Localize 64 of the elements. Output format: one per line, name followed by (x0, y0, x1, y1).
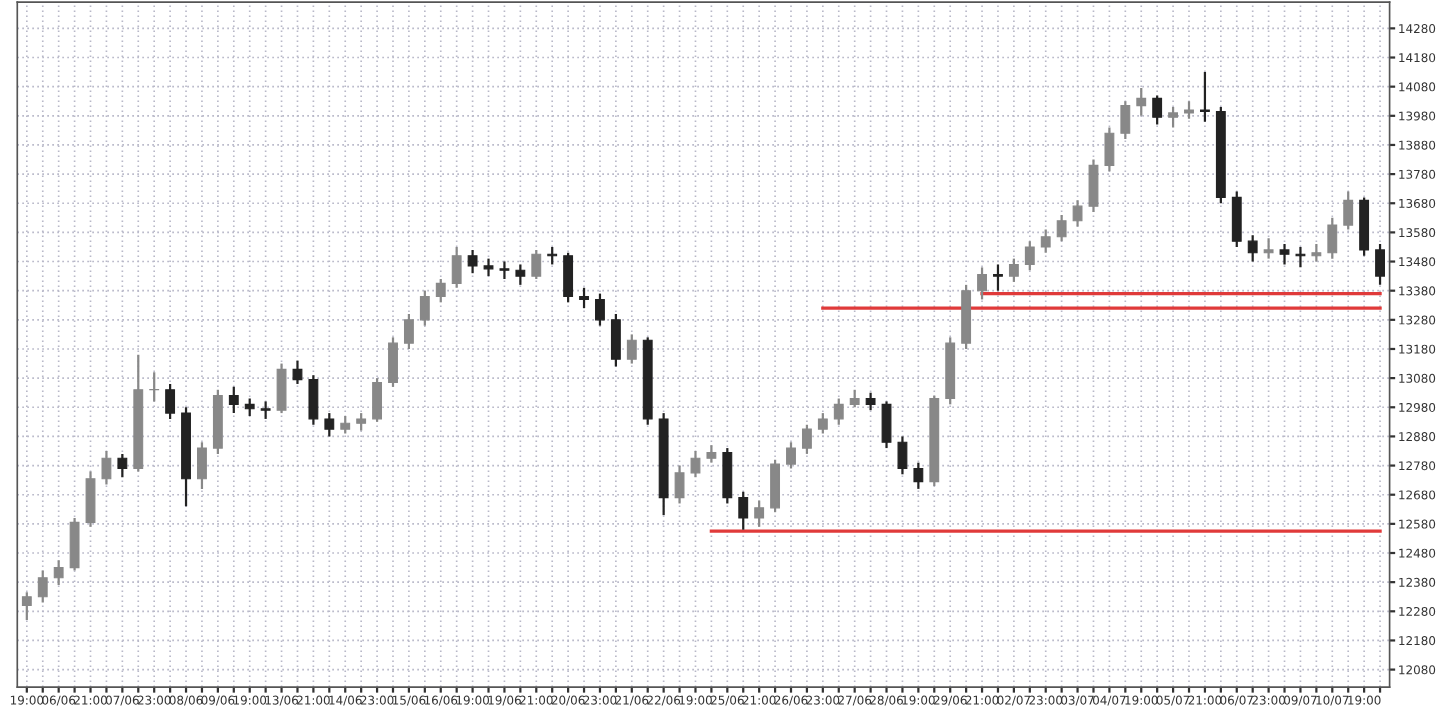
candlestick (1327, 216, 1338, 260)
candlestick (531, 248, 542, 281)
candlestick (372, 377, 383, 423)
candlestick (37, 569, 48, 604)
candlestick (1088, 158, 1099, 214)
candlestick (276, 362, 287, 415)
candlestick (1056, 213, 1067, 243)
candlestick (53, 559, 64, 587)
candlestick (579, 286, 589, 310)
candlestick (786, 441, 796, 470)
candlestick (69, 516, 80, 572)
candlestick (1024, 240, 1035, 272)
candlestick (1231, 190, 1242, 249)
candlestick (881, 400, 892, 450)
candlestick (1040, 228, 1051, 254)
candlestick (228, 385, 239, 415)
candlestick (993, 263, 1003, 292)
candlestick (674, 464, 685, 505)
candlestick (610, 312, 621, 368)
candlestick (738, 490, 749, 531)
candlestick (308, 374, 319, 426)
candlestick (1152, 94, 1163, 126)
candlestick (595, 292, 605, 327)
candlestick (563, 251, 574, 304)
candlestick (1168, 105, 1179, 129)
candlestick (913, 461, 924, 490)
candlestick (292, 359, 303, 386)
candlestick (1120, 100, 1131, 141)
candlestick (770, 458, 781, 514)
candlestick (1199, 70, 1210, 123)
candlestick (483, 257, 494, 278)
candlestick (1279, 242, 1290, 266)
candlestick (754, 499, 765, 528)
candlestick (1104, 126, 1115, 173)
candlestick (977, 266, 987, 301)
candlestick (101, 449, 112, 486)
candlestick (435, 277, 446, 304)
candlestick (1008, 257, 1019, 284)
candlestick (1072, 199, 1083, 228)
candlestick (1343, 190, 1354, 231)
candlestick (117, 452, 128, 479)
candlestick (1375, 242, 1385, 286)
candlestick (403, 312, 414, 351)
candlestick (197, 441, 207, 490)
candlestick (499, 260, 510, 281)
candlestick (1263, 237, 1274, 260)
candlestick (690, 449, 701, 479)
candlestick (419, 289, 430, 327)
candlestick (21, 591, 32, 622)
candlestick (897, 435, 908, 476)
candlestick (801, 423, 812, 456)
candlestick (722, 446, 733, 505)
candlestick (1247, 234, 1258, 263)
candlestick (388, 336, 398, 388)
candlestick (467, 248, 478, 275)
candlestick (165, 382, 176, 421)
candlestick (85, 470, 96, 528)
candlestick (451, 245, 462, 289)
candlestick (626, 333, 637, 365)
candlestick (1136, 87, 1147, 117)
candlestick (324, 411, 335, 438)
candlestick (833, 397, 844, 426)
candlestick (515, 263, 526, 286)
candlestick (817, 411, 828, 435)
